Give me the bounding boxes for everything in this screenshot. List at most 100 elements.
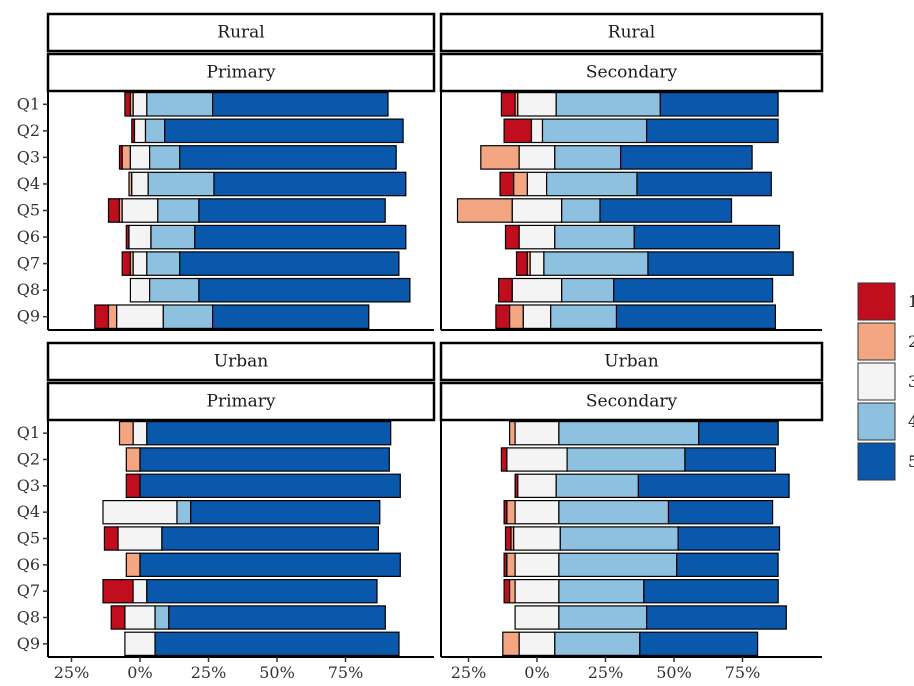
bar-segment-q5-level-3 [513, 526, 561, 551]
bar-segment-q9-level-5 [639, 631, 759, 657]
bar-segment-q1-level-4 [555, 91, 661, 117]
bar-segment-q8-level-5 [645, 605, 787, 630]
bar-segment-q8-level-3 [514, 605, 560, 630]
y-tick-label: Q6 [17, 555, 40, 574]
strip-box [439, 381, 824, 422]
bar-segment-q3-level-5 [179, 145, 397, 170]
bar-segment-q7-level-3 [132, 251, 148, 276]
bar-segment-q7-level-5 [146, 578, 378, 604]
bar-segment-q1-level-5 [212, 91, 389, 117]
bar-segment-q4-level-3 [102, 500, 178, 525]
y-tick-label: Q7 [17, 254, 40, 273]
bar-segment-q8-level-5 [198, 277, 411, 303]
bar-segment-q5-level-1 [504, 526, 512, 551]
bar-segment-q7-level-1 [102, 578, 134, 604]
x-tick-label: 50% [656, 663, 692, 682]
x-tick-label: 25% [451, 663, 487, 682]
strip-box [439, 341, 824, 382]
legend-key-3 [857, 362, 896, 401]
bar-segment-q3-level-4 [554, 145, 622, 170]
y-tick-label: Q6 [17, 227, 40, 246]
y-tick-label: Q2 [17, 121, 40, 140]
y-tick-label: Q1 [17, 94, 40, 113]
x-tick-label: 25% [191, 663, 227, 682]
bar-segment-q3-level-4 [149, 145, 181, 170]
bar-segment-q5-level-4 [559, 526, 679, 551]
bar-segment-q2-level-4 [541, 118, 648, 144]
bar-segment-q5-level-5 [161, 526, 379, 551]
bar-segment-q6-level-4 [558, 552, 678, 578]
bar-segment-q3-level-1 [125, 473, 141, 499]
bar-segment-q9-level-4 [162, 304, 214, 329]
bar-segment-q1-level-5 [698, 421, 779, 446]
bar-segment-q4-level-4 [545, 171, 638, 197]
panel-rural-secondary: Rural Secondary [439, 12, 824, 331]
bar-segment-q8-level-1 [110, 605, 126, 630]
bar-segment-q4-level-4 [558, 500, 670, 525]
bar-segment-q9-level-3 [518, 631, 556, 657]
strip-label: Rural [217, 23, 264, 43]
y-tick-label: Q5 [17, 201, 40, 220]
bar-segment-q6-level-5 [194, 224, 407, 250]
bar-segment-q8-level-4 [154, 605, 170, 630]
x-tick-label: 75% [725, 663, 761, 682]
strip-label: Rural [608, 23, 655, 43]
bar-segment-q7-level-1 [121, 251, 131, 276]
bar-segment-q1-level-3 [132, 91, 148, 117]
strip-label: Secondary [586, 392, 678, 412]
legend-label-5: 5 [908, 452, 914, 471]
bar-segment-q6-level-5 [633, 224, 781, 250]
bar-segment-q7-level-1 [503, 578, 511, 604]
bar-segment-q7-level-2 [509, 578, 516, 604]
bar-segment-q1-level-1 [124, 91, 132, 117]
bar-segment-q2-level-5 [164, 118, 404, 144]
bar-segment-q7-level-3 [514, 578, 560, 604]
strip-label: Primary [207, 63, 276, 83]
bar-segment-q8-level-5 [613, 277, 774, 303]
bar-segment-q3-level-2 [480, 145, 520, 170]
bar-segment-q9-level-5 [212, 304, 370, 329]
bar-segment-q7-level-5 [179, 251, 400, 276]
bar-segment-q2-level-3 [133, 118, 147, 144]
legend-key-5 [857, 442, 896, 481]
bar-segment-q1-level-4 [558, 421, 700, 446]
bar-segment-q2-level-1 [503, 118, 533, 144]
bar-segment-q1-level-5 [146, 421, 392, 446]
bar-segment-q5-level-4 [561, 198, 601, 223]
bar-segment-q6-level-2 [125, 552, 141, 578]
bar-segment-q9-level-3 [522, 304, 552, 329]
strip-box [46, 341, 436, 382]
bar-segment-q7-level-4 [146, 251, 181, 276]
bar-segment-q5-level-5 [599, 198, 733, 223]
bar-segment-q7-level-4 [558, 578, 645, 604]
x-tick-label: 75% [328, 663, 364, 682]
legend-key-4 [857, 402, 896, 441]
bar-segment-q9-level-5 [615, 304, 776, 329]
panel-rural-primary: Rural Primary Q1 Q2 Q3 Q4 Q5 Q6 Q7 Q8 Q9 [17, 12, 436, 331]
y-tick-label: Q8 [17, 280, 40, 299]
bar-segment-q4-level-5 [213, 171, 407, 197]
y-tick-label: Q9 [17, 634, 40, 653]
bar-segment-q8-level-1 [498, 277, 513, 303]
bar-segment-q7-level-1 [515, 251, 529, 276]
bar-segment-q2-level-3 [506, 447, 568, 472]
y-tick-label: Q4 [17, 174, 40, 193]
bar-segment-q2-level-2 [125, 447, 141, 472]
bar-segment-q4-level-2 [506, 500, 516, 525]
bar-segment-q6-level-3 [128, 224, 152, 250]
bar-segment-q2-level-4 [144, 118, 166, 144]
bar-segment-q7-level-3 [529, 251, 545, 276]
bar-segment-q9-level-4 [550, 304, 618, 329]
strip-box [46, 52, 436, 93]
y-tick-label: Q4 [17, 502, 40, 521]
bar-segment-q5-level-1 [107, 198, 121, 223]
bar-segment-q1-level-1 [500, 91, 516, 117]
bar-segment-q9-level-3 [124, 631, 156, 657]
bar-segment-q5-level-1 [103, 526, 119, 551]
strip-label: Primary [207, 392, 276, 412]
bar-segment-q5-level-3 [121, 198, 159, 223]
bar-segment-q8-level-4 [561, 277, 615, 303]
bar-segment-q9-level-2 [107, 304, 118, 329]
bar-segment-q8-level-3 [129, 277, 151, 303]
